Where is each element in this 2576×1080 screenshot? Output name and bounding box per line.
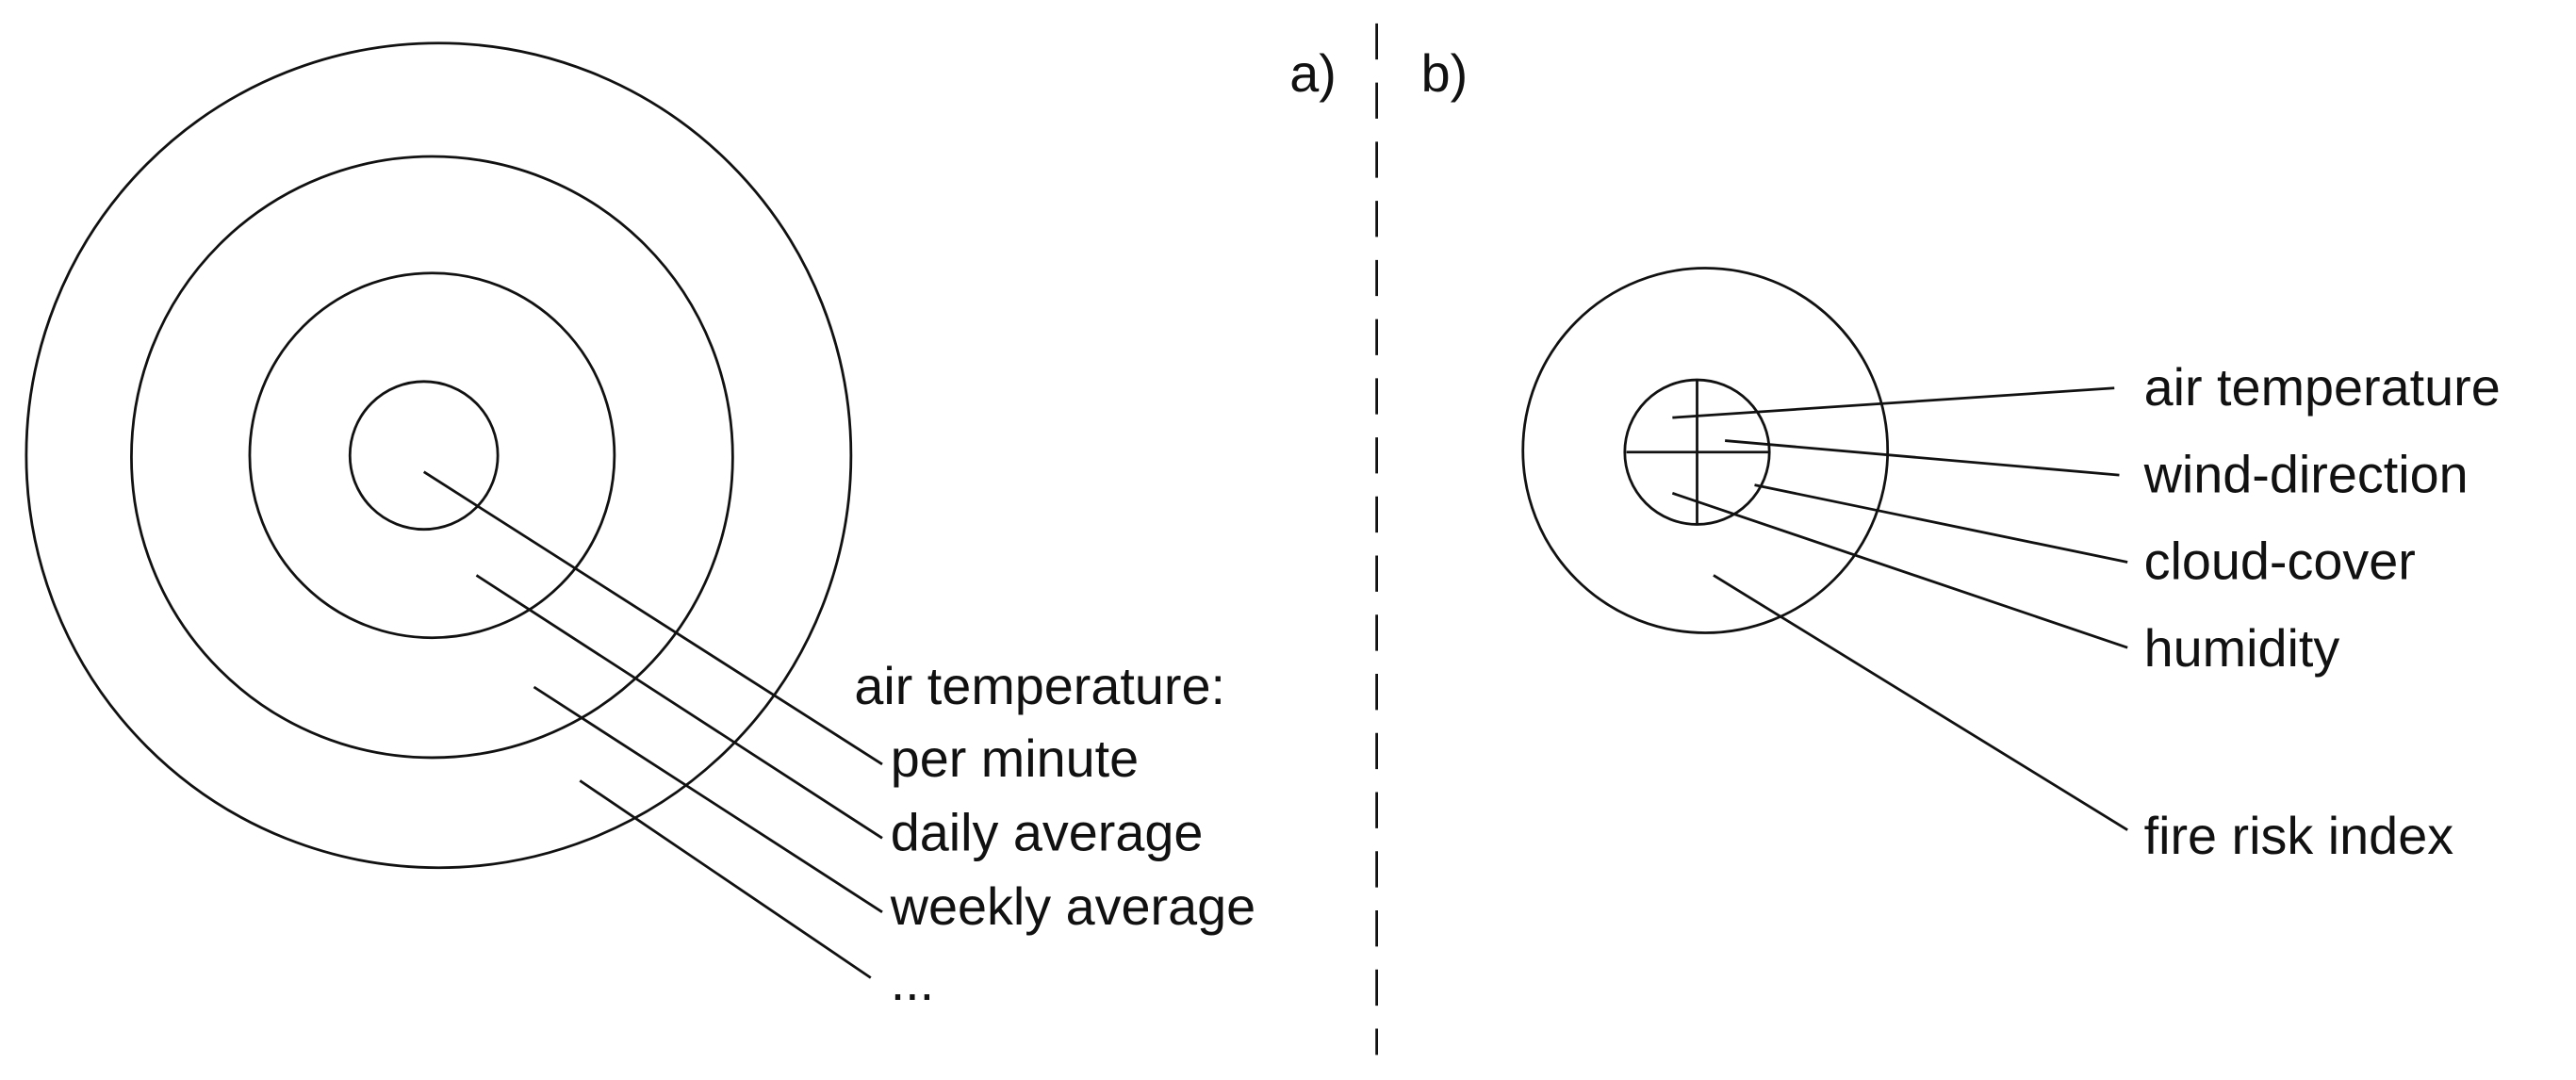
leader-line (475, 574, 883, 840)
item-label: per minute (891, 729, 1139, 788)
panel-a: a) air temperature: per minute daily ave… (25, 41, 1337, 1011)
leader-line (1672, 386, 2115, 419)
leader-line (1671, 492, 2128, 649)
item-label: fire risk index (2144, 807, 2454, 865)
panel-label: a) (1289, 44, 1337, 103)
ring (348, 380, 500, 532)
ring (1521, 267, 1890, 634)
item-label: wind-direction (2143, 445, 2469, 503)
item-label: cloud-cover (2144, 532, 2416, 591)
leader-line (533, 685, 883, 913)
panel-b: b) air temperature wind-direction cloud-… (1421, 44, 2501, 865)
heading: air temperature: (854, 657, 1225, 715)
item-label: ... (891, 953, 934, 1011)
leader-line (422, 470, 883, 766)
ring (248, 271, 616, 640)
item-label: weekly average (890, 877, 1255, 936)
leader-line (579, 779, 872, 979)
leader-line (1725, 439, 2120, 477)
item-label: humidity (2144, 619, 2340, 678)
item-label: daily average (891, 803, 1204, 861)
leader-line (1713, 574, 2128, 831)
ring (25, 41, 853, 870)
panel-label: b) (1421, 44, 1468, 103)
ring (130, 155, 734, 760)
leader-line (1754, 483, 2128, 564)
item-label: air temperature (2144, 358, 2501, 417)
